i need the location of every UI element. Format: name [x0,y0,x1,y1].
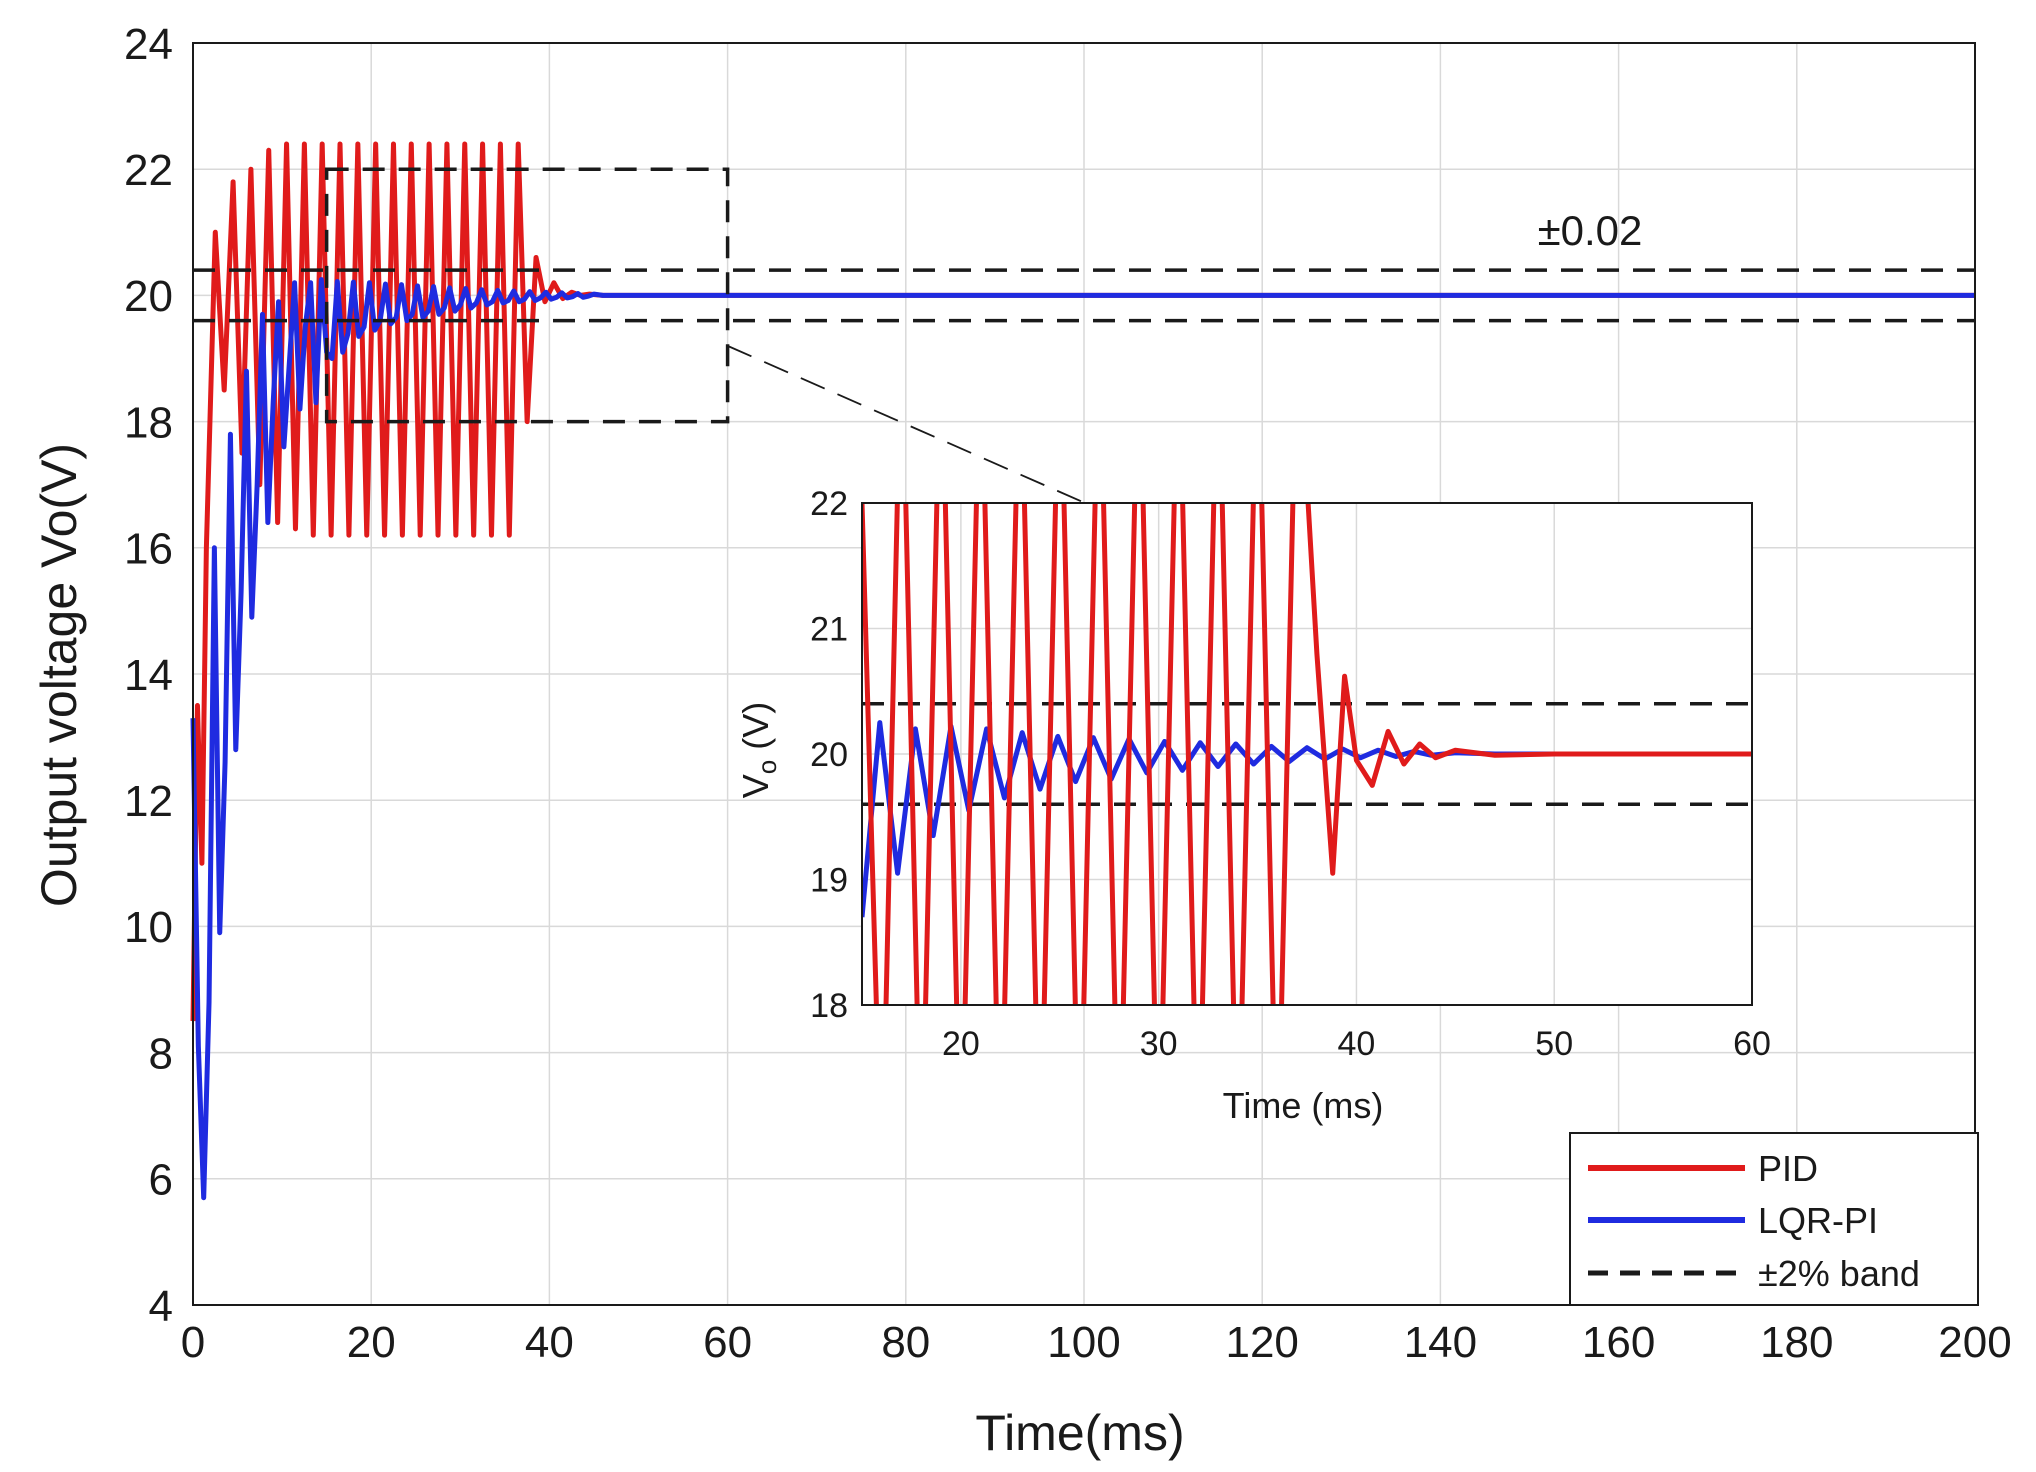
inset-series [862,503,1752,1005]
x-tick-label: 160 [1582,1318,1655,1367]
series-line-lqr-pi [190,277,1975,1201]
legend-label-pid: PID [1758,1148,1818,1189]
zoom-box [324,167,730,424]
inset-y-tick-labels: 18 19 20 21 22 [810,485,848,1025]
x-tick-label: 120 [1225,1318,1298,1367]
x-tick-label: 30 [1140,1025,1178,1063]
y-tick-label: 20 [810,736,848,774]
x-tick-label: 100 [1047,1318,1120,1367]
inset-y-axis-label: Vo (V) [735,702,782,798]
x-tick-label: 180 [1760,1318,1833,1367]
x-tick-label: 60 [1733,1025,1771,1063]
y-tick-label: 16 [124,525,173,574]
inset-x-axis-label: Time (ms) [1223,1085,1384,1126]
inset-frame [861,502,1753,1006]
y-tick-label: 22 [810,485,848,523]
inset-series-line-pid [862,503,1752,1005]
inset-y-label-sub: o [752,760,782,774]
x-tick-label: 40 [525,1318,574,1367]
band-annotation: ±0.02 [1538,207,1643,254]
y-tick-label: 6 [149,1156,173,1205]
y-tick-label: 12 [124,777,173,826]
y-tick-label: 14 [124,651,173,700]
y-tick-label: 24 [124,20,173,69]
y-tick-label: 19 [810,862,848,900]
main-plot: 0 20 40 60 80 100 120 140 160 180 200 4 6 8 10 12 14 16 1… [31,20,2012,1461]
y-tick-label: 4 [149,1282,173,1331]
y-tick-label: 20 [124,272,173,321]
x-axis-label: Time(ms) [975,1405,1184,1461]
y-tick-label: 10 [124,903,173,952]
x-tick-label: 80 [881,1318,930,1367]
y-tick-label: 22 [124,146,173,195]
main-x-tick-labels: 0 20 40 60 80 100 120 140 160 180 200 [181,1318,2012,1367]
main-band [193,268,1975,323]
main-y-tick-labels: 4 6 8 10 12 14 16 18 20 22 24 [124,20,173,1331]
x-tick-label: 0 [181,1318,205,1367]
inset-y-label-main: V [735,774,776,798]
y-tick-label: 8 [149,1029,173,1078]
inset-plot: 20 30 40 50 60 18 19 20 21 22 Time (ms) Vo (V) [735,485,1771,1126]
x-tick-label: 60 [703,1318,752,1367]
y-axis-label: Output voltage Vo(V) [31,443,87,907]
main-frame [192,42,1976,1306]
x-tick-label: 40 [1338,1025,1376,1063]
main-series [190,141,1975,1201]
inset-x-tick-labels: 20 30 40 50 60 [942,1025,1771,1063]
x-tick-label: 200 [1938,1318,2011,1367]
inset-y-label-unit: (V) [735,702,776,760]
x-tick-label: 140 [1404,1318,1477,1367]
x-tick-label: 20 [347,1318,396,1367]
legend: PID LQR-PI ±2% band [1569,1132,1979,1306]
legend-label-lqr-pi: LQR-PI [1758,1200,1878,1241]
y-tick-label: 18 [124,398,173,447]
x-tick-label: 20 [942,1025,980,1063]
zoom-leader-line [727,345,1086,504]
y-tick-label: 18 [810,987,848,1025]
legend-label-band: ±2% band [1758,1253,1920,1294]
y-tick-label: 21 [810,611,848,649]
x-tick-label: 50 [1535,1025,1573,1063]
